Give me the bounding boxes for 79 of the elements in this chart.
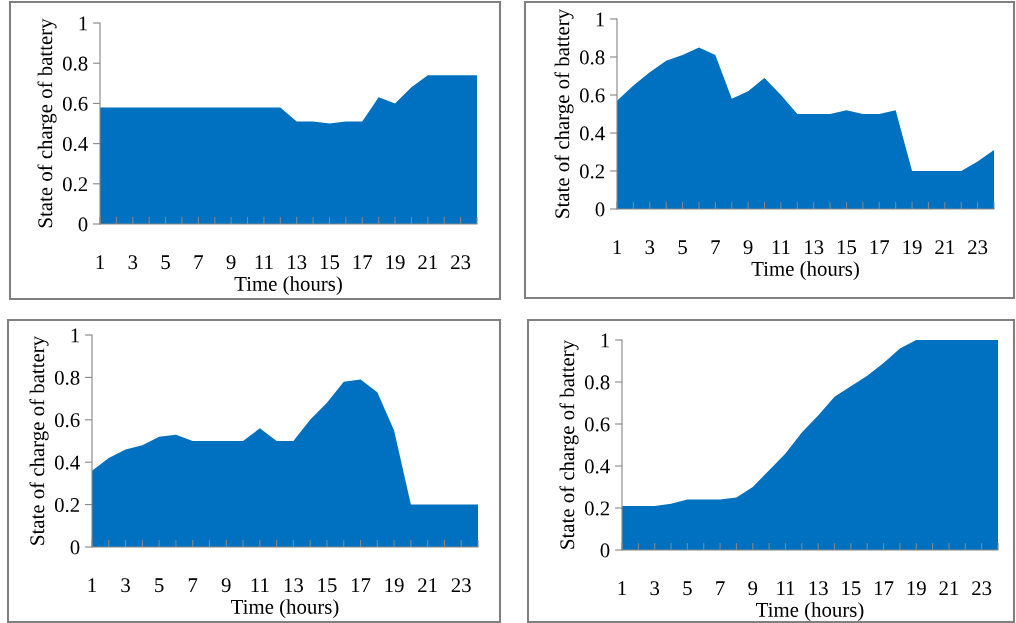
y-tick-label: 0.2 (62, 177, 88, 192)
x-tick-label: 5 (161, 255, 170, 270)
y-axis-title: State of charge of battery (37, 18, 57, 228)
y-tick-label: 0.4 (579, 126, 605, 141)
x-tick-label: 1 (96, 255, 104, 270)
y-tick-label: 0.6 (584, 417, 610, 432)
y-tick-label: 0.8 (62, 56, 88, 71)
y-tick-label: 0 (78, 217, 88, 232)
x-axis-title: Time (hours) (751, 261, 859, 281)
x-tick-label: 7 (716, 581, 725, 596)
x-tick-label: 23 (451, 578, 471, 593)
x-tick-label: 23 (451, 255, 471, 270)
y-axis-title: State of charge of battery (29, 335, 49, 545)
x-axis-title: Time (hours) (231, 599, 339, 619)
y-tick-label: 0 (70, 540, 80, 555)
y-tick-label: 0.8 (54, 370, 80, 385)
x-tick-label: 19 (903, 240, 922, 255)
y-tick-label: 0.2 (584, 501, 610, 516)
x-tick-label: 21 (935, 240, 954, 255)
x-tick-label: 11 (251, 578, 269, 593)
x-tick-label: 9 (226, 255, 236, 270)
y-tick-label: 0.6 (62, 96, 88, 111)
x-tick-label: 3 (121, 578, 130, 593)
x-tick-label: 7 (194, 255, 203, 270)
x-tick-label: 17 (353, 255, 373, 270)
x-tick-label: 23 (972, 581, 992, 596)
x-tick-label: 19 (385, 578, 404, 593)
x-tick-label: 1 (618, 581, 626, 596)
x-tick-label: 21 (418, 578, 437, 593)
x-tick-label: 17 (351, 578, 371, 593)
x-tick-label: 11 (255, 255, 273, 270)
y-tick-label: 1 (596, 12, 604, 27)
y-tick-label: 0.6 (579, 88, 605, 103)
x-tick-label: 13 (809, 581, 828, 596)
x-tick-label: 1 (613, 240, 621, 255)
x-tick-label: 5 (678, 240, 687, 255)
x-tick-label: 13 (288, 255, 307, 270)
y-tick-label: 0.2 (54, 497, 80, 513)
y-tick-label: 1 (601, 333, 609, 348)
x-tick-label: 21 (939, 581, 959, 596)
x-tick-label: 19 (386, 255, 405, 270)
x-tick-label: 13 (284, 578, 303, 593)
x-tick-label: 7 (188, 578, 198, 593)
x-tick-label: 15 (318, 578, 337, 593)
y-tick-label: 0.8 (584, 375, 610, 390)
x-tick-label: 21 (418, 255, 437, 270)
x-tick-label: 9 (743, 240, 753, 255)
x-tick-label: 3 (645, 240, 655, 255)
x-tick-label: 9 (221, 578, 231, 593)
x-tick-label: 15 (837, 240, 857, 255)
x-tick-label: 7 (711, 240, 720, 255)
x-axis-title: Time (hours) (756, 602, 864, 622)
x-tick-label: 5 (155, 578, 164, 593)
y-tick-label: 0.2 (579, 164, 605, 179)
y-tick-label: 0 (600, 543, 610, 558)
x-tick-label: 11 (777, 581, 795, 596)
x-tick-label: 13 (805, 240, 824, 255)
x-tick-label: 17 (874, 581, 894, 596)
y-tick-label: 0.8 (579, 50, 605, 65)
x-tick-label: 5 (683, 581, 692, 596)
x-tick-label: 19 (907, 581, 926, 596)
y-tick-label: 0.6 (54, 413, 80, 428)
x-tick-label: 3 (128, 255, 138, 270)
x-tick-label: 23 (968, 240, 988, 255)
y-tick-label: 1 (71, 328, 79, 343)
x-axis-title: Time (hours) (234, 276, 342, 296)
y-axis-title: State of charge of battery (559, 339, 579, 549)
y-tick-label: 1 (79, 16, 87, 31)
x-tick-label: 9 (748, 581, 758, 596)
x-tick-label: 15 (842, 581, 861, 596)
x-tick-label: 11 (772, 240, 790, 255)
y-tick-label: 0.4 (54, 455, 80, 470)
y-axis-title: State of charge of battery (554, 8, 574, 218)
x-tick-label: 3 (650, 581, 660, 596)
y-tick-label: 0.4 (62, 136, 88, 152)
x-tick-label: 15 (320, 255, 340, 270)
y-tick-label: 0 (595, 202, 605, 217)
y-tick-label: 0.4 (584, 459, 610, 474)
x-tick-label: 17 (870, 240, 890, 255)
